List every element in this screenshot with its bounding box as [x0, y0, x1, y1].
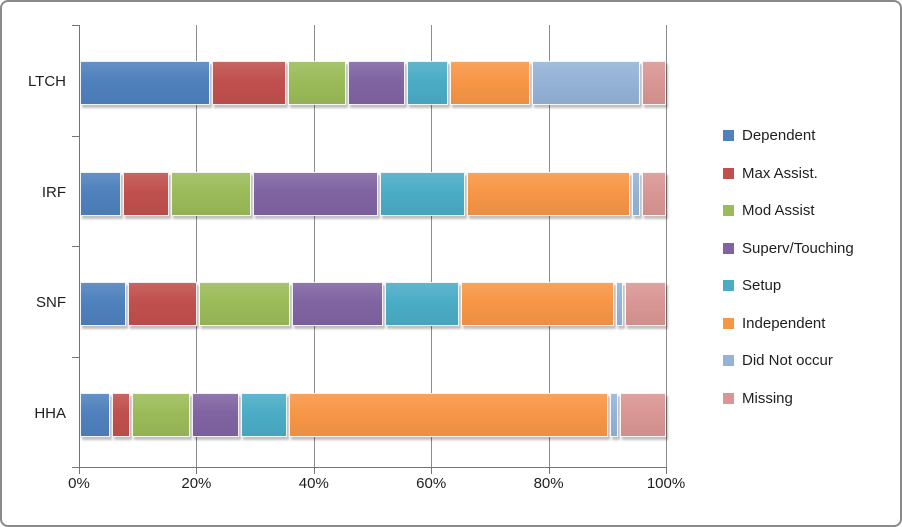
gridline: [313, 25, 315, 467]
bar-segment: [385, 282, 460, 326]
bar-segment: [289, 392, 608, 437]
bar-segment: [80, 171, 121, 216]
legend-label: Independent: [742, 314, 826, 332]
stacked-bar-irf: [80, 171, 666, 216]
stacked-bar-snf: [80, 282, 666, 326]
x-axis-tick-label: 20%: [181, 475, 212, 492]
x-axis-tick-label: 0%: [68, 475, 90, 492]
bar-segment: [407, 61, 449, 105]
legend-item: Did Not occur: [723, 352, 833, 369]
bar-segment: [192, 392, 239, 437]
x-tick-mark: [666, 467, 667, 474]
bar-segment: [171, 171, 252, 216]
x-axis-tick-label: 80%: [533, 475, 564, 492]
y-tick-mark: [72, 467, 79, 468]
gridline: [431, 25, 433, 467]
bar-segment: [609, 392, 618, 437]
x-tick-mark: [431, 467, 433, 474]
gridline: [196, 25, 198, 467]
legend-item: Dependent: [723, 127, 816, 144]
legend-label: Setup: [742, 277, 782, 294]
bar-segment: [619, 392, 667, 437]
legend-label: Max Assist.: [742, 164, 818, 182]
legend-label: Dependent: [742, 127, 816, 144]
x-tick-mark: [196, 467, 198, 474]
x-axis-tick-label: 40%: [298, 475, 329, 492]
stacked-bar-hha: [80, 392, 667, 437]
bar-segment: [466, 171, 631, 216]
bar-segment: [461, 282, 614, 326]
legend-item: Independent: [723, 314, 826, 332]
bar-segment: [80, 392, 110, 437]
legend-label: Missing: [742, 389, 793, 407]
x-tick-mark: [79, 467, 80, 474]
bar-segment: [288, 61, 346, 105]
y-tick-mark: [72, 246, 79, 247]
bar-segment: [450, 61, 531, 105]
y-tick-mark: [72, 25, 79, 26]
legend-swatch: [723, 167, 734, 179]
bar-segment: [641, 61, 666, 105]
bar-segment: [111, 392, 131, 437]
x-tick-mark: [548, 467, 550, 474]
legend-swatch: [723, 130, 734, 141]
y-tick-mark: [72, 135, 79, 137]
bar-segment: [132, 392, 191, 437]
bar-segment: [292, 282, 384, 326]
legend-label: Superv/Touching: [742, 239, 854, 257]
bar-segment: [80, 61, 210, 105]
y-axis-category-label: IRF: [41, 183, 66, 201]
plot-area: [72, 25, 667, 474]
bar-segment: [122, 171, 170, 216]
y-axis-category-label: LTCH: [27, 73, 66, 90]
legend-label: Mod Assist: [742, 202, 815, 219]
legend-swatch: [723, 205, 734, 216]
bar-segment: [532, 61, 640, 105]
gridline: [548, 25, 550, 467]
legend-item: Superv/Touching: [723, 239, 854, 257]
legend-item: Missing: [723, 389, 793, 407]
x-axis-tick-label: 60%: [416, 475, 447, 492]
legend-item: Setup: [723, 277, 782, 294]
legend-swatch: [723, 355, 734, 366]
x-axis-tick-label: 100%: [646, 475, 686, 492]
bar-segment: [641, 171, 666, 216]
legend-swatch: [723, 392, 734, 404]
y-axis-category-label: SNF: [36, 294, 66, 311]
y-axis-category-label: HHA: [34, 404, 66, 422]
legend-label: Did Not occur: [742, 352, 833, 369]
bar-segment: [80, 282, 127, 326]
legend-swatch: [723, 317, 734, 329]
legend-item: Mod Assist: [723, 202, 815, 219]
stacked-bar-ltch: [80, 61, 666, 105]
legend-swatch: [723, 280, 734, 291]
y-tick-mark: [72, 356, 79, 358]
bar-segment: [379, 171, 465, 216]
bar-segment: [615, 282, 624, 326]
bar-segment: [625, 282, 666, 326]
x-tick-mark: [313, 467, 315, 474]
bar-segment: [240, 392, 288, 437]
legend-item: Max Assist.: [723, 164, 818, 182]
bar-segment: [632, 171, 640, 216]
bar-segment: [253, 171, 378, 216]
bar-segment: [199, 282, 291, 326]
bar-segment: [347, 61, 406, 105]
x-axis-line: [79, 467, 666, 468]
bar-segment: [211, 61, 287, 105]
bar-segment: [128, 282, 198, 326]
legend-swatch: [723, 242, 734, 254]
y-axis-line: [79, 25, 80, 467]
gridline: [666, 25, 667, 467]
